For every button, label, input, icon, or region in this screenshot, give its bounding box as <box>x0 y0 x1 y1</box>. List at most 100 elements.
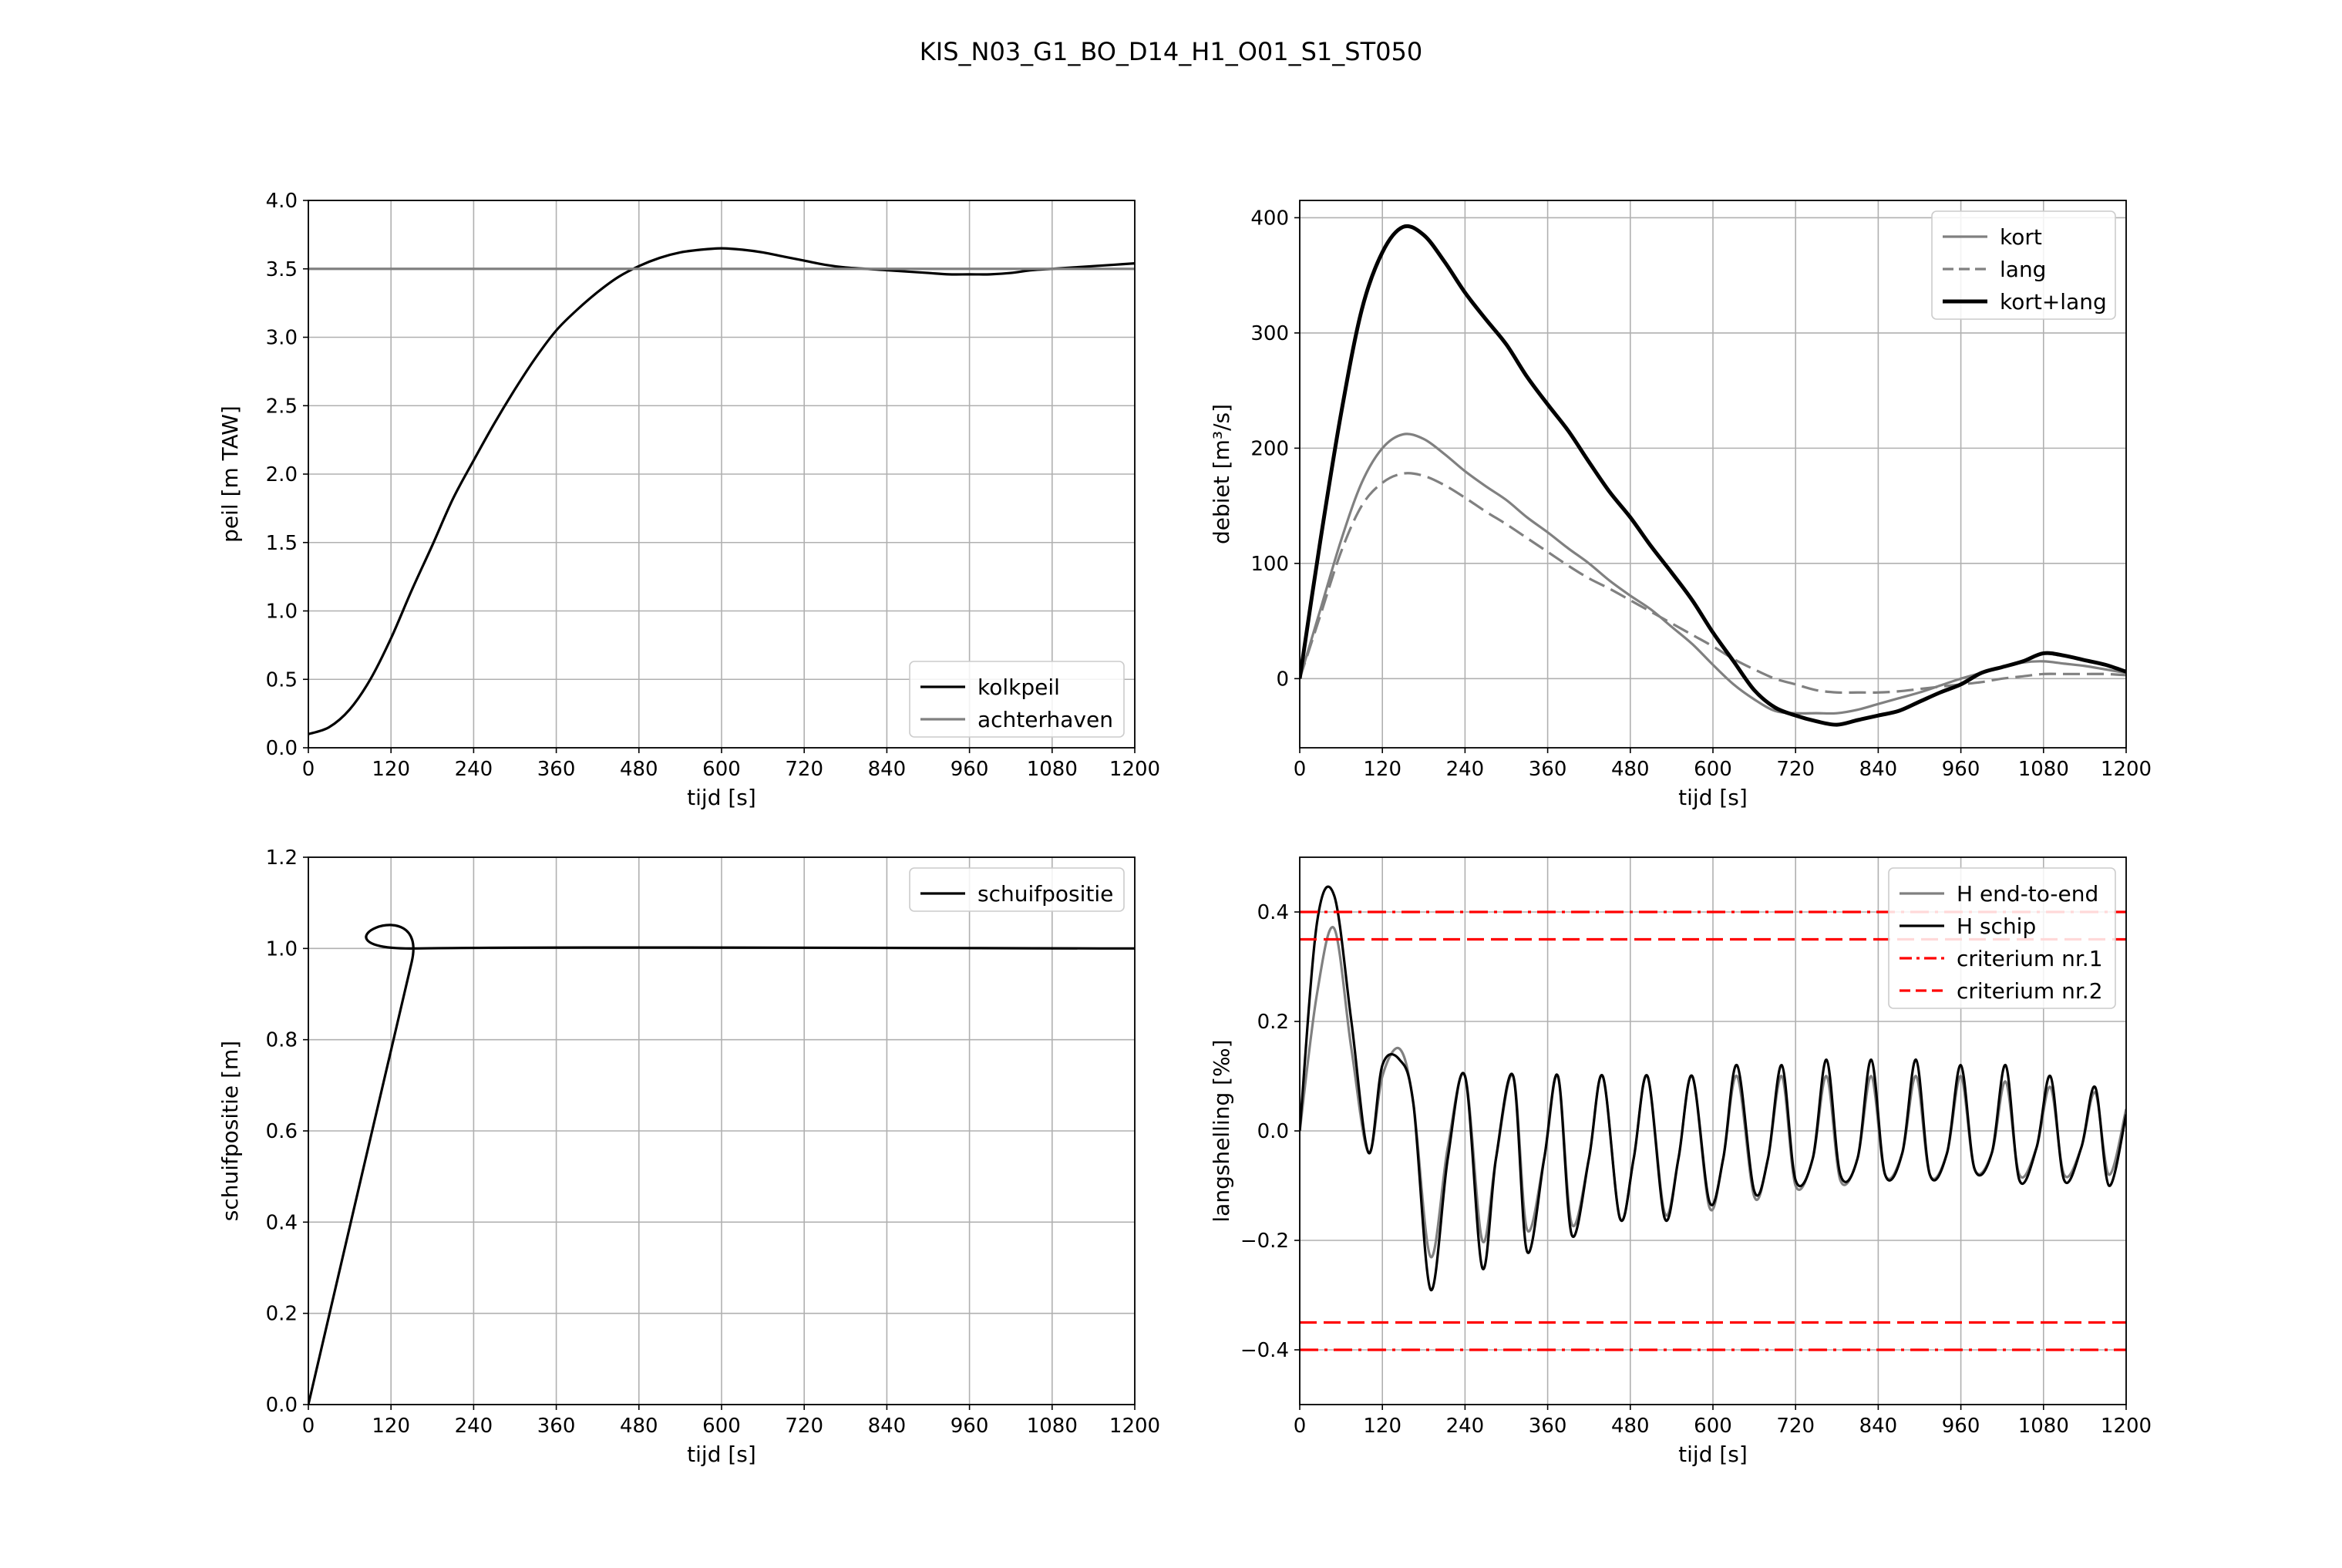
x-tick-label: 480 <box>1611 1415 1650 1438</box>
x-tick-label: 720 <box>1776 758 1815 781</box>
plot-frame <box>1299 200 2127 749</box>
x-tick-label: 0 <box>1294 1415 1307 1438</box>
x-tick-label: 840 <box>1859 1415 1898 1438</box>
x-tick-label: 480 <box>620 1415 658 1438</box>
x-tick-label: 480 <box>620 758 658 781</box>
y-tick-label: 0.2 <box>266 1303 298 1326</box>
x-tick-label: 1200 <box>2101 1415 2152 1438</box>
x-tick-label: 960 <box>1942 1415 1980 1438</box>
series-schuifpositie-line <box>308 924 1135 1405</box>
x-axis-label: tijd [s] <box>1678 785 1748 810</box>
x-tick-label: 240 <box>1446 1415 1485 1438</box>
legend-entry-label: kort+lang <box>2000 289 2107 315</box>
x-tick-label: 1080 <box>2018 758 2069 781</box>
y-axis-label: debiet [m³/s] <box>1209 404 1234 544</box>
legend-box <box>909 867 1125 912</box>
chart-langshelling: 0 120 240 360 480 600 720 840 960 1080 1200 −0.4 −0.… <box>1209 856 2152 1467</box>
y-tick-label: 0.2 <box>1257 1011 1289 1034</box>
x-tick-label: 1080 <box>1027 1415 1078 1438</box>
y-tick-label: 200 <box>1250 437 1289 460</box>
chart-peil: 0 120 240 360 480 600 720 840 960 1080 1200 0.0 0.5 1… <box>217 190 1160 810</box>
y-tick-label: 0.4 <box>266 1211 298 1234</box>
x-tick-label: 960 <box>1942 758 1980 781</box>
plot-frame <box>1299 856 2127 1405</box>
y-tick-label: −0.4 <box>1240 1339 1289 1362</box>
x-tick-label: 960 <box>951 1415 989 1438</box>
x-axis-label: tijd [s] <box>687 785 756 810</box>
x-tick-label: 600 <box>702 1415 741 1438</box>
x-tick-label: 1200 <box>1109 758 1160 781</box>
series-kort-lang-line <box>1300 224 2126 727</box>
x-tick-label: 360 <box>1529 758 1567 781</box>
x-tick-label: 720 <box>1776 1415 1815 1438</box>
x-tick-label: 240 <box>455 1415 493 1438</box>
x-axis-label: tijd [s] <box>687 1442 756 1467</box>
legend-entry-label: H end-to-end <box>1957 881 2098 907</box>
y-tick-label: 100 <box>1250 553 1289 576</box>
x-tick-label: 840 <box>1859 758 1898 781</box>
legend-entry-label: H schip <box>1957 914 2036 939</box>
y-tick-label: 1.2 <box>266 846 298 870</box>
y-axis-label: schuifpositie [m] <box>217 1041 243 1221</box>
x-tick-label: 120 <box>372 1415 410 1438</box>
x-tick-label: 720 <box>785 758 823 781</box>
x-tick-label: 720 <box>785 1415 823 1438</box>
x-tick-label: 240 <box>1446 758 1485 781</box>
y-tick-label: 1.0 <box>266 601 298 624</box>
y-tick-label: 0.8 <box>266 1029 298 1052</box>
x-tick-label: 360 <box>537 1415 576 1438</box>
series-lang-line <box>1300 472 2126 695</box>
legend-entry-label: kolkpeil <box>978 675 1060 700</box>
x-tick-label: 120 <box>372 758 410 781</box>
x-tick-label: 1080 <box>1027 758 1078 781</box>
x-tick-label: 1080 <box>2018 1415 2069 1438</box>
legend-box <box>1931 210 2116 320</box>
x-tick-label: 600 <box>1694 758 1732 781</box>
plot-frame <box>308 200 1136 749</box>
y-axis-label: langshelling [‰] <box>1209 1039 1234 1222</box>
y-tick-label: 3.5 <box>266 258 298 281</box>
x-tick-label: 600 <box>702 758 741 781</box>
y-tick-label: 300 <box>1250 322 1289 345</box>
chart-schuifpositie: 0 120 240 360 480 600 720 840 960 1080 1200 0.0 0.2 0… <box>217 846 1160 1467</box>
y-tick-label: 2.0 <box>266 463 298 486</box>
y-tick-label: 0.0 <box>1257 1120 1289 1143</box>
y-tick-label: 0.0 <box>266 1394 298 1417</box>
legend-box <box>1888 867 2116 1009</box>
legend-entry-label: criterium nr.1 <box>1957 946 2103 971</box>
y-axis-label: peil [m TAW] <box>217 405 243 543</box>
y-tick-label: 1.5 <box>266 532 298 555</box>
legend: kort lang kort+lang <box>1931 210 2116 320</box>
y-tick-label: 4.0 <box>266 190 298 213</box>
x-tick-label: 840 <box>868 758 907 781</box>
y-tick-label: 0.5 <box>266 668 298 691</box>
y-tick-label: 3.0 <box>266 327 298 350</box>
legend-entry-label: lang <box>2000 257 2046 282</box>
series-h-schip-line <box>1300 885 2126 1291</box>
y-tick-label: 0.0 <box>266 737 298 760</box>
y-tick-label: 2.5 <box>266 395 298 418</box>
x-tick-label: 840 <box>868 1415 907 1438</box>
x-tick-label: 120 <box>1363 1415 1401 1438</box>
y-tick-label: 0.6 <box>266 1120 298 1143</box>
legend: schuifpositie <box>909 867 1125 912</box>
y-tick-label: 400 <box>1250 207 1289 230</box>
x-axis-label: tijd [s] <box>1678 1442 1748 1467</box>
chart-debiet: 0 120 240 360 480 600 720 840 960 1080 1200 0 100 200… <box>1209 200 2152 810</box>
y-tick-label: 0 <box>1276 668 1289 691</box>
x-tick-label: 360 <box>537 758 576 781</box>
legend-entry-label: achterhaven <box>978 707 1113 732</box>
y-tick-label: −0.2 <box>1240 1230 1289 1253</box>
legend: H end-to-end H schip criterium nr.1 criteri… <box>1888 867 2116 1009</box>
plot-frame <box>308 856 1136 1405</box>
x-tick-label: 1200 <box>1109 1415 1160 1438</box>
y-tick-label: 0.4 <box>1257 901 1289 924</box>
series-kolkpeil-line <box>308 247 1135 735</box>
x-tick-label: 480 <box>1611 758 1650 781</box>
legend: kolkpeil achterhaven <box>909 661 1125 738</box>
x-tick-label: 360 <box>1529 1415 1567 1438</box>
y-tick-label: 1.0 <box>266 937 298 961</box>
x-tick-label: 0 <box>302 1415 315 1438</box>
legend-entry-label: criterium nr.2 <box>1957 978 2103 1004</box>
